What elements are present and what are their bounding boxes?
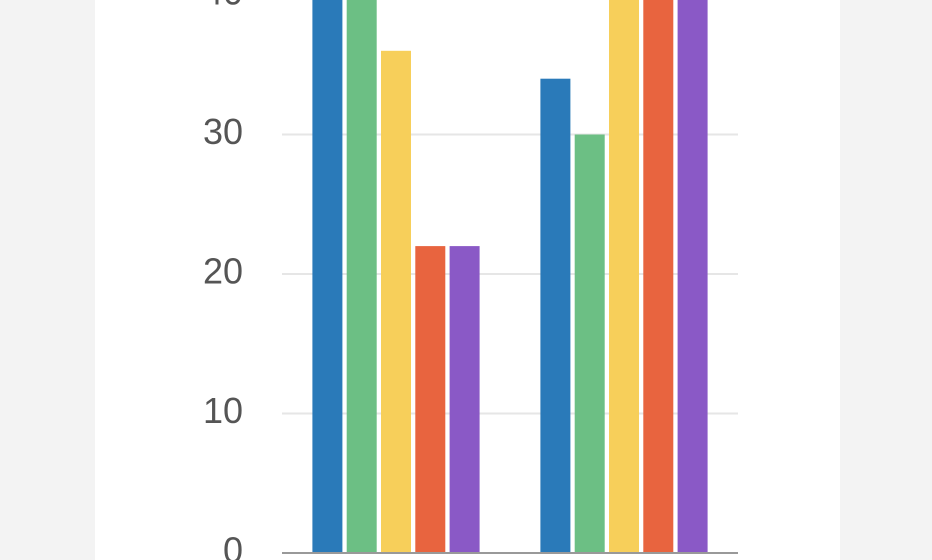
bar bbox=[677, 0, 708, 553]
bar bbox=[346, 0, 377, 553]
bar bbox=[449, 246, 480, 553]
y-tick-label: 10 bbox=[203, 390, 243, 431]
bar bbox=[609, 0, 639, 553]
bar bbox=[643, 0, 674, 553]
bar bbox=[415, 246, 446, 553]
bar bbox=[574, 134, 605, 553]
y-tick-label: 20 bbox=[203, 251, 243, 292]
y-tick-label: 40 bbox=[203, 0, 243, 13]
y-tick-label: 30 bbox=[203, 111, 243, 152]
bar bbox=[381, 50, 411, 554]
bar bbox=[540, 78, 571, 553]
y-tick-label: 0 bbox=[223, 530, 243, 560]
bar bbox=[312, 0, 343, 553]
